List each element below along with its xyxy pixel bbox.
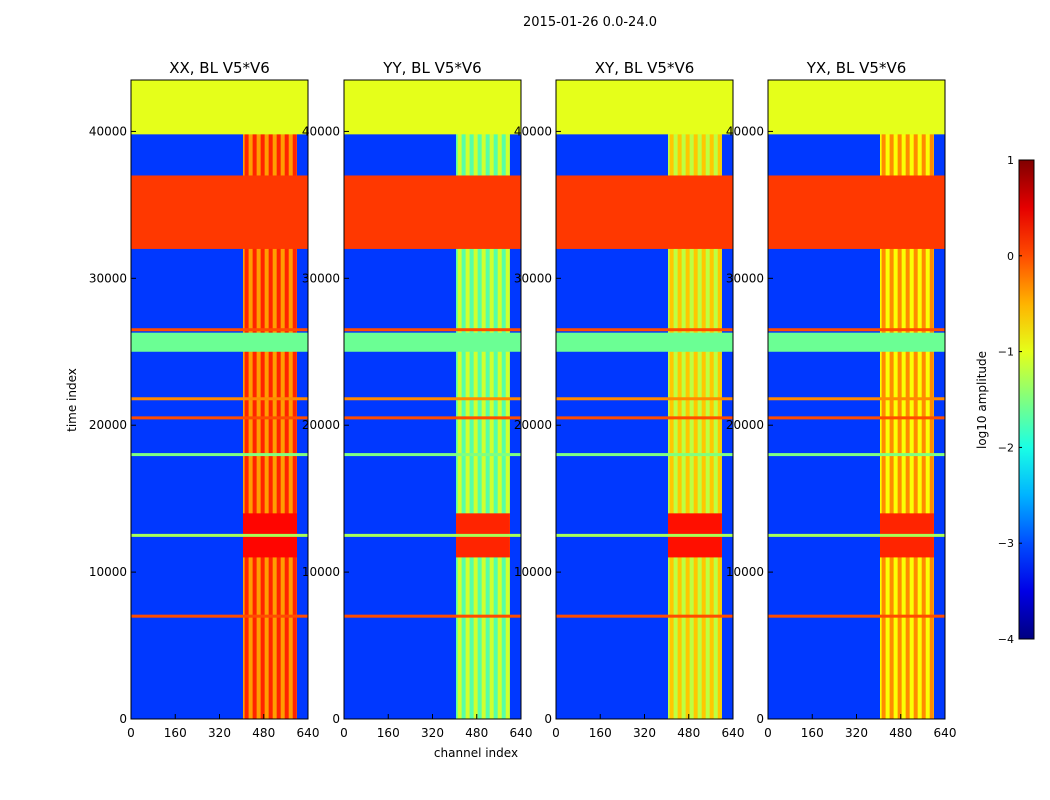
panel-title: XX, BL V5*V6 <box>169 59 270 77</box>
horizontal-stripe <box>131 397 308 401</box>
x-tick-label: 320 <box>421 726 444 740</box>
y-tick-label: 30000 <box>514 271 552 285</box>
horizontal-stripe <box>131 533 308 537</box>
x-tick-label: 640 <box>510 726 533 740</box>
x-tick-label: 0 <box>552 726 560 740</box>
y-tick-label: 10000 <box>514 565 552 579</box>
y-tick-label: 40000 <box>726 124 764 138</box>
horizontal-stripe <box>344 533 521 537</box>
horizontal-stripe <box>344 453 521 457</box>
horizontal-stripe <box>556 416 733 420</box>
y-tick-label: 10000 <box>89 565 127 579</box>
colorbar-label: log10 amplitude <box>975 351 989 449</box>
flagged-region <box>768 80 945 135</box>
x-tick-label: 480 <box>889 726 912 740</box>
colorbar: 1 0 −1 −2 −3 −4 log10 amplitude <box>975 154 1035 646</box>
horizontal-stripe <box>344 397 521 401</box>
panels-group: XX, BL V5*V6 0 160 320 480 640 0 10000 20000 3000… <box>89 59 957 740</box>
panel-1: XX, BL V5*V6 0 160 320 480 640 0 10000 20000 3000… <box>89 59 320 740</box>
horizontal-stripe <box>768 416 945 420</box>
horizontal-stripe <box>768 614 945 618</box>
figure-title: 2015-01-26 0.0-24.0 <box>523 15 657 30</box>
y-tick-label: 0 <box>332 712 340 726</box>
y-tick-label: 0 <box>119 712 127 726</box>
colorbar-gradient <box>1018 159 1035 640</box>
y-tick-label: 20000 <box>514 418 552 432</box>
horizontal-stripe <box>556 533 733 537</box>
x-tick-label: 160 <box>589 726 612 740</box>
panel-title: YY, BL V5*V6 <box>382 59 481 77</box>
colorbar-tick-label: −4 <box>998 633 1014 646</box>
x-axis-label: channel index <box>434 746 518 760</box>
x-tick-label: 160 <box>377 726 400 740</box>
flagged-region <box>344 175 521 249</box>
flagged-region <box>556 80 733 135</box>
x-tick-label: 640 <box>934 726 957 740</box>
flagged-region <box>556 175 733 249</box>
horizontal-stripe <box>344 416 521 420</box>
horizontal-stripe <box>556 328 733 332</box>
y-tick-label: 0 <box>544 712 552 726</box>
flagged-region <box>556 332 733 352</box>
y-tick-label: 40000 <box>514 124 552 138</box>
y-tick-label: 20000 <box>89 418 127 432</box>
colorbar-tick-label: −1 <box>998 346 1014 359</box>
x-tick-label: 320 <box>633 726 656 740</box>
panel-2: YY, BL V5*V6 0 160 320 480 640 0 10000 20000 3000… <box>302 59 533 740</box>
x-tick-label: 0 <box>764 726 772 740</box>
y-tick-label: 0 <box>756 712 764 726</box>
x-tick-label: 640 <box>297 726 320 740</box>
colorbar-tick-label: −2 <box>998 441 1014 454</box>
colorbar-tick-label: 0 <box>1007 250 1014 263</box>
x-tick-label: 320 <box>208 726 231 740</box>
horizontal-stripe <box>768 453 945 457</box>
flagged-region <box>344 80 521 135</box>
panel-title: YX, BL V5*V6 <box>806 59 907 77</box>
x-tick-label: 480 <box>252 726 275 740</box>
horizontal-stripe <box>131 614 308 618</box>
x-tick-label: 480 <box>465 726 488 740</box>
y-axis-label: time index <box>65 368 79 432</box>
x-tick-label: 0 <box>127 726 135 740</box>
y-tick-label: 30000 <box>302 271 340 285</box>
panel-3: XY, BL V5*V6 0 160 320 480 640 0 10000 20000 3000… <box>514 59 745 740</box>
x-tick-label: 160 <box>164 726 187 740</box>
panel-4: YX, BL V5*V6 0 160 320 480 640 0 10000 20000 3000… <box>726 59 957 740</box>
y-tick-label: 30000 <box>726 271 764 285</box>
horizontal-stripe <box>768 533 945 537</box>
flagged-region <box>131 175 308 249</box>
horizontal-stripe <box>131 328 308 332</box>
x-tick-label: 160 <box>801 726 824 740</box>
colorbar-tick-label: 1 <box>1007 154 1014 167</box>
flagged-region <box>131 332 308 352</box>
x-tick-label: 480 <box>677 726 700 740</box>
y-tick-label: 40000 <box>302 124 340 138</box>
y-tick-label: 40000 <box>89 124 127 138</box>
horizontal-stripe <box>344 614 521 618</box>
flagged-region <box>768 332 945 352</box>
horizontal-stripe <box>556 614 733 618</box>
flagged-region <box>344 332 521 352</box>
panel-title: XY, BL V5*V6 <box>595 59 695 77</box>
y-tick-label: 20000 <box>726 418 764 432</box>
y-tick-label: 30000 <box>89 271 127 285</box>
horizontal-stripe <box>131 453 308 457</box>
horizontal-stripe <box>768 397 945 401</box>
horizontal-stripe <box>131 416 308 420</box>
horizontal-stripe <box>344 328 521 332</box>
y-tick-label: 10000 <box>726 565 764 579</box>
horizontal-stripe <box>556 453 733 457</box>
x-tick-label: 0 <box>340 726 348 740</box>
horizontal-stripe <box>768 328 945 332</box>
colorbar-tick-label: −3 <box>998 537 1014 550</box>
x-tick-label: 320 <box>845 726 868 740</box>
y-tick-label: 20000 <box>302 418 340 432</box>
x-tick-label: 640 <box>722 726 745 740</box>
y-tick-label: 10000 <box>302 565 340 579</box>
horizontal-stripe <box>556 397 733 401</box>
flagged-region <box>131 80 308 135</box>
flagged-region <box>768 175 945 249</box>
